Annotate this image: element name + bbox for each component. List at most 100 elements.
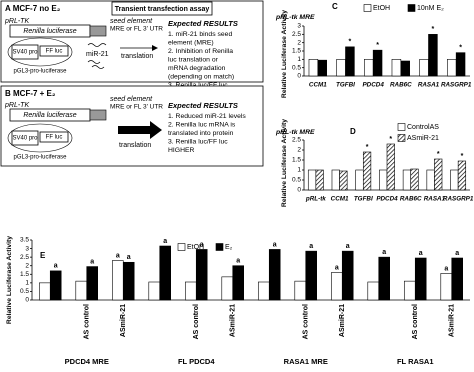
bar <box>419 59 429 77</box>
result-line: 3. Renilla luc/FF luc <box>168 138 228 145</box>
y-tick-label: 0 <box>297 73 301 80</box>
x-tick-label: ASmiR-21 <box>449 304 456 337</box>
significance-mark: a <box>444 265 448 272</box>
y-tick-label: 2.5 <box>292 31 301 38</box>
bar <box>410 168 419 191</box>
ff-box <box>39 131 69 143</box>
assay-box <box>111 1 213 16</box>
bar <box>331 169 340 191</box>
promoter-box <box>11 44 39 60</box>
significance-mark: a <box>116 252 120 259</box>
result-line: translated into protein <box>168 130 234 137</box>
y-tick-label: 2.5 <box>20 254 29 261</box>
result-line: element (MRE) <box>168 39 214 46</box>
y-tick-label: 0 <box>25 297 29 304</box>
panel-letter: D <box>350 127 356 136</box>
y-tick-label: 1 <box>297 56 301 63</box>
bar <box>305 250 317 301</box>
bar <box>345 46 355 77</box>
bar <box>185 281 197 301</box>
significance-mark: * <box>432 26 435 33</box>
x-tick-label: AS control <box>193 304 200 339</box>
significance-mark: a <box>273 241 277 248</box>
results-title: Expected RESULTS <box>168 19 238 28</box>
group-label: FL PDCD4 <box>178 357 215 366</box>
x-tick-label: RASA1 <box>424 196 446 203</box>
arrow-label: translation <box>119 142 151 149</box>
legend-swatch <box>407 4 416 12</box>
promoter-label: SV40 pro <box>12 136 38 142</box>
legend-label: EtOH <box>187 244 204 251</box>
x-tick-label: ASmiR-21 <box>120 304 127 337</box>
y-tick-label: 0.5 <box>20 288 29 295</box>
group-label: RASA1 MRE <box>284 357 328 366</box>
y-tick-label: 3 <box>297 23 301 30</box>
y-tick-label: 1 <box>25 280 29 287</box>
y-tick-label: 0.5 <box>292 64 301 71</box>
bar <box>426 169 435 191</box>
y-axis-label: Relative Luciferase Activity <box>6 236 13 324</box>
x-tick-label: RASA1 <box>418 82 440 89</box>
significance-mark: a <box>54 263 58 270</box>
significance-mark: a <box>236 258 240 265</box>
bar <box>403 280 416 301</box>
bar <box>355 169 364 191</box>
y-tick-label: 0.5 <box>292 177 301 184</box>
x-tick-label: PDCD4 <box>376 196 398 203</box>
bar <box>440 273 453 301</box>
significance-mark: * <box>376 42 379 49</box>
y-tick-label: 2.5 <box>292 137 301 144</box>
bar <box>339 170 348 191</box>
significance-mark: a <box>163 238 167 245</box>
arrow-head <box>152 45 158 51</box>
y-tick-label: 1.5 <box>292 48 301 55</box>
ff-label: FF luc <box>46 135 63 141</box>
x-tick-label: RAB6C <box>390 82 412 89</box>
bar <box>38 282 51 301</box>
significance-mark: a <box>455 250 459 257</box>
x-tick-label: pRL-tk <box>305 196 326 203</box>
bar <box>112 260 124 301</box>
x-tick-label: AS control <box>412 304 419 339</box>
result-line: 2. Inhibition of Renilla <box>168 48 233 55</box>
bar <box>434 158 443 191</box>
x-tick-label: AS control <box>84 304 91 339</box>
result-line: mRNA degradation <box>168 65 226 72</box>
legend-swatch <box>177 243 186 251</box>
bar <box>308 59 319 77</box>
result-line: HIGHER <box>168 147 195 154</box>
bar <box>391 59 402 77</box>
bar <box>257 281 270 301</box>
bar <box>372 49 383 77</box>
seed-box <box>89 109 107 121</box>
seed-label: MRE or FL 3' UTR <box>110 104 163 111</box>
significance-mark: a <box>346 243 350 250</box>
bar <box>414 257 427 301</box>
legend-swatch <box>397 134 406 142</box>
promoter-box <box>11 130 39 146</box>
bar <box>221 276 234 301</box>
result-line: 2. Renilla luc mRNA is <box>168 121 236 128</box>
bar-chart: 0 0.511.5 22.53 Relative Luciferase Activit… <box>275 2 472 98</box>
significance-mark: a <box>382 249 386 256</box>
bar <box>428 34 438 77</box>
construct-note: pRL-tk MRE <box>275 129 315 136</box>
bar <box>455 52 466 77</box>
bar <box>386 143 395 191</box>
y-axis-label: Relative Luciferase Activity <box>281 10 288 98</box>
bar <box>341 250 354 301</box>
significance-mark: * <box>437 151 440 158</box>
bar <box>307 169 317 191</box>
panel-b: B MCF-7 + E₂ pRL-TK Renilla luciferase s… <box>0 85 264 167</box>
significance-mark: a <box>335 264 339 271</box>
significance-mark: a <box>127 254 131 261</box>
x-tick-label: TGFBI <box>354 196 373 203</box>
result-line: (depending on match) <box>168 73 234 80</box>
panel-a: A MCF-7 no E₂ Transient transfection ass… <box>0 0 264 97</box>
bar <box>447 59 457 77</box>
y-tick-label: 2 <box>297 147 301 154</box>
significance-mark: a <box>309 243 313 250</box>
y-tick-label: 2 <box>25 262 29 269</box>
ff-label: FF luc <box>46 49 63 55</box>
